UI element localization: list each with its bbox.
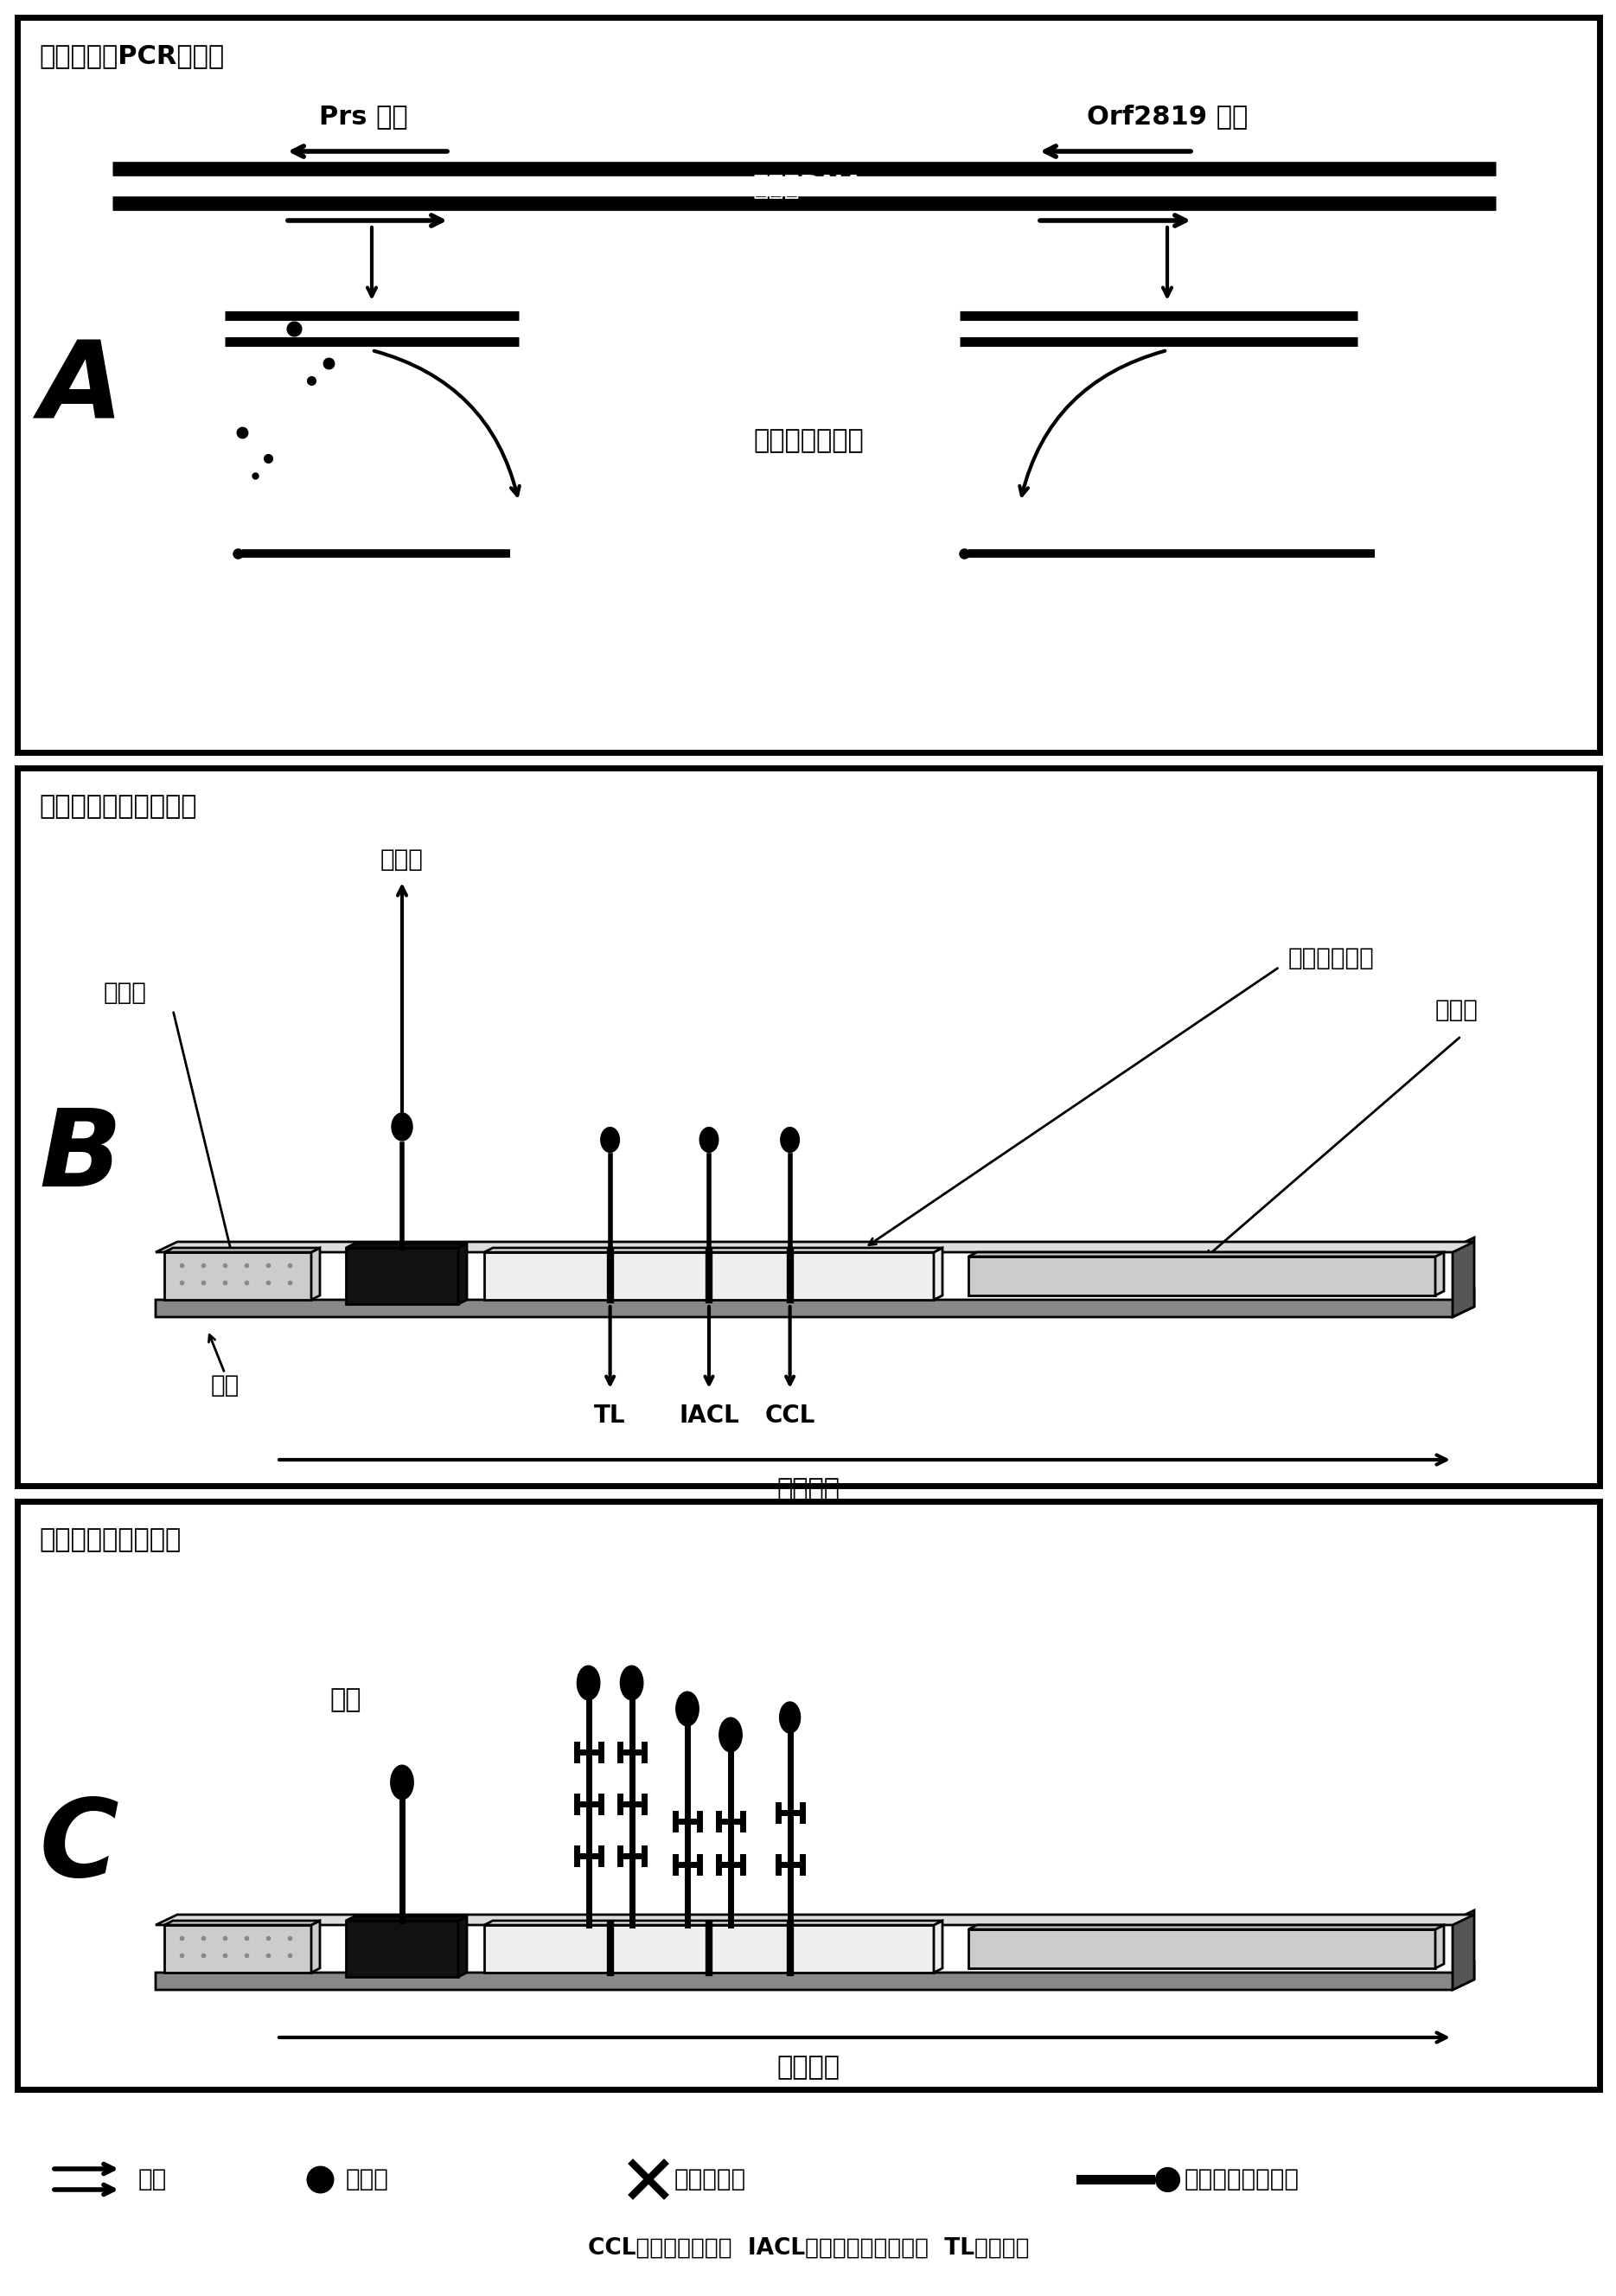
Bar (18, 18, 1600, 753)
Bar (18, 1502, 1600, 2089)
Text: A: A (39, 338, 123, 441)
Polygon shape (968, 1929, 1435, 1968)
Polygon shape (346, 1249, 459, 1304)
Text: C: C (39, 1795, 118, 1899)
Polygon shape (934, 1249, 942, 1300)
Ellipse shape (675, 1692, 698, 1727)
Polygon shape (346, 1922, 459, 1977)
Polygon shape (165, 1249, 320, 1251)
Polygon shape (346, 1244, 467, 1249)
Text: 层析方向: 层析方向 (777, 2055, 840, 2080)
Polygon shape (968, 1251, 1445, 1256)
Polygon shape (1435, 1924, 1445, 1968)
Ellipse shape (577, 1665, 600, 1699)
Polygon shape (165, 1922, 320, 1924)
Polygon shape (459, 1917, 467, 1977)
Text: 结合垫: 结合垫 (380, 847, 423, 872)
Polygon shape (459, 1244, 467, 1304)
Ellipse shape (779, 1701, 800, 1733)
Polygon shape (165, 1251, 312, 1300)
Polygon shape (155, 1290, 1474, 1318)
Polygon shape (165, 1924, 312, 1972)
Text: 硝酸纤维素膜: 硝酸纤维素膜 (1288, 946, 1375, 971)
Polygon shape (1453, 1910, 1474, 1991)
Text: 纳米金: 纳米金 (346, 2167, 389, 2190)
Text: 探针标记的纳米金: 探针标记的纳米金 (1185, 2167, 1299, 2190)
Polygon shape (968, 1924, 1445, 1929)
Ellipse shape (601, 1127, 619, 1153)
Polygon shape (1435, 1251, 1445, 1295)
Polygon shape (485, 1251, 934, 1300)
Text: B: B (39, 1104, 121, 1210)
Text: IACL: IACL (679, 1403, 739, 1428)
Polygon shape (312, 1922, 320, 1972)
Polygon shape (934, 1922, 942, 1972)
Ellipse shape (719, 1717, 742, 1752)
Text: 样品: 样品 (330, 1688, 362, 1713)
Polygon shape (312, 1249, 320, 1300)
Polygon shape (1453, 1238, 1474, 1318)
Ellipse shape (781, 1127, 800, 1153)
Text: 基于非对称PCR的扩增: 基于非对称PCR的扩增 (39, 44, 225, 69)
Polygon shape (485, 1922, 942, 1924)
Text: 底板: 底板 (210, 1373, 239, 1398)
Polygon shape (155, 1242, 1474, 1251)
Text: TL: TL (595, 1403, 625, 1428)
Text: 试纸条阳性检测结果: 试纸条阳性检测结果 (39, 1527, 181, 1552)
Polygon shape (346, 1917, 467, 1922)
Text: Prs 基因: Prs 基因 (318, 103, 407, 129)
Bar (18, 767, 1600, 1486)
Text: 链霉亲和素: 链霉亲和素 (674, 2167, 747, 2190)
Text: 样品垫: 样品垫 (103, 980, 147, 1006)
Text: CCL: CCL (764, 1403, 814, 1428)
Text: 多元非对称扩增: 多元非对称扩增 (753, 429, 863, 455)
Ellipse shape (391, 1114, 412, 1141)
Ellipse shape (621, 1665, 643, 1699)
Polygon shape (155, 1915, 1474, 1924)
Text: 基因组DNA: 基因组DNA (753, 174, 865, 197)
Polygon shape (485, 1249, 942, 1251)
Ellipse shape (391, 1766, 414, 1800)
Text: 引物: 引物 (139, 2167, 166, 2190)
Text: 吸水垫: 吸水垫 (1435, 999, 1479, 1022)
Polygon shape (155, 1963, 1474, 1991)
Ellipse shape (700, 1127, 719, 1153)
Polygon shape (485, 1924, 934, 1972)
Text: CCL：色谱控制线；  IACL：内部放大控制线；  TL：测试线: CCL：色谱控制线； IACL：内部放大控制线； TL：测试线 (588, 2236, 1029, 2259)
Text: 试纸条各部分包埋情况: 试纸条各部分包埋情况 (39, 794, 197, 820)
Text: Orf2819 基因: Orf2819 基因 (1086, 103, 1248, 129)
Text: 层析方向: 层析方向 (777, 1476, 840, 1502)
Polygon shape (968, 1256, 1435, 1295)
